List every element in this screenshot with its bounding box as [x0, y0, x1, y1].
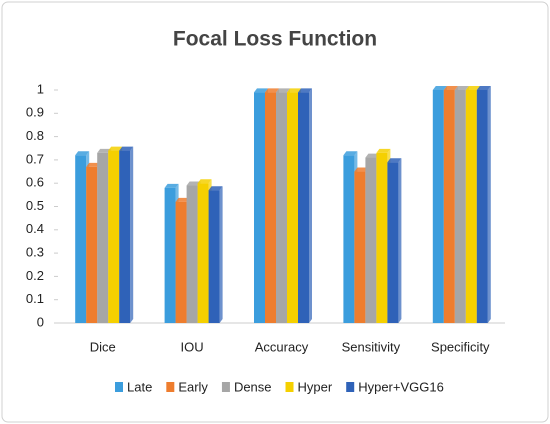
- y-tick-label: 0.4: [26, 221, 44, 236]
- bar-top: [354, 167, 369, 172]
- y-tick-label: 0.8: [26, 128, 44, 143]
- legend-label: Late: [127, 379, 152, 394]
- y-tick-label: 0.9: [26, 105, 44, 120]
- x-tick-label: Sensitivity: [342, 339, 401, 354]
- bar: [387, 162, 399, 323]
- bar: [265, 92, 276, 323]
- bar: [208, 190, 220, 323]
- legend-label: Dense: [234, 379, 272, 394]
- bar: [276, 92, 287, 323]
- bar: [86, 166, 98, 323]
- bar-top: [164, 183, 179, 188]
- bar: [175, 201, 187, 323]
- bar: [432, 90, 444, 323]
- bar-top: [86, 162, 101, 167]
- bar: [465, 90, 477, 323]
- bar-top: [465, 86, 480, 90]
- bar-top: [197, 179, 212, 184]
- bar-top: [443, 86, 458, 90]
- bar-top: [108, 146, 123, 151]
- bar-top: [454, 86, 469, 90]
- bar-top: [276, 88, 290, 93]
- bar-top: [186, 181, 201, 186]
- bar: [254, 92, 265, 323]
- chart-title: Focal Loss Function: [173, 28, 377, 51]
- bar-top: [97, 148, 112, 153]
- bar-top: [365, 153, 380, 158]
- bar-side: [219, 186, 223, 323]
- x-tick-label: IOU: [181, 339, 204, 354]
- bar: [298, 92, 309, 323]
- bar-top: [476, 86, 491, 90]
- bar-top: [287, 88, 301, 93]
- bar-top: [208, 186, 223, 191]
- bar: [476, 90, 488, 323]
- legend-label: Early: [178, 379, 208, 394]
- y-tick-label: 1: [37, 81, 44, 96]
- bar-top: [298, 88, 312, 93]
- bar-top: [432, 86, 447, 90]
- bar-top: [254, 88, 268, 93]
- bar: [365, 157, 377, 323]
- bar: [186, 185, 198, 323]
- legend-swatch: [285, 382, 294, 392]
- legend-label: Hyper+VGG16: [358, 379, 444, 394]
- bar: [376, 152, 388, 323]
- bar: [443, 90, 455, 323]
- legend-swatch: [166, 382, 175, 392]
- bar-top: [343, 151, 358, 156]
- bar: [97, 152, 109, 323]
- legend-swatch: [346, 382, 355, 392]
- bar: [354, 171, 366, 323]
- bar-top: [265, 88, 279, 93]
- x-tick-label: Accuracy: [255, 339, 309, 354]
- legend-swatch: [115, 382, 123, 392]
- bar: [75, 155, 87, 323]
- x-tick-label: Dice: [90, 339, 116, 354]
- bar-side: [398, 158, 402, 323]
- y-tick-label: 0.3: [26, 245, 44, 260]
- bar-top: [175, 197, 190, 202]
- bar: [197, 183, 209, 323]
- y-tick-label: 0.7: [26, 151, 44, 166]
- y-tick-label: 0.5: [26, 198, 44, 213]
- bar: [287, 92, 298, 323]
- legend-label: Hyper: [298, 379, 333, 394]
- bar-side: [130, 146, 134, 323]
- bar-top: [387, 158, 402, 163]
- y-tick-label: 0.2: [26, 268, 44, 283]
- y-tick-label: 0.1: [26, 291, 44, 306]
- bar: [119, 150, 131, 323]
- legend-swatch: [221, 382, 230, 392]
- x-tick-label: Specificity: [431, 339, 490, 354]
- bar-top: [376, 148, 391, 153]
- bar-side: [309, 88, 312, 323]
- bar-top: [119, 146, 134, 151]
- y-tick-label: 0: [37, 314, 44, 329]
- bar-top: [75, 151, 90, 156]
- bar: [343, 155, 355, 323]
- y-tick-label: 0.6: [26, 175, 44, 190]
- bar: [108, 150, 120, 323]
- bar: [164, 187, 176, 323]
- bar-side: [487, 86, 491, 323]
- bar: [454, 90, 466, 323]
